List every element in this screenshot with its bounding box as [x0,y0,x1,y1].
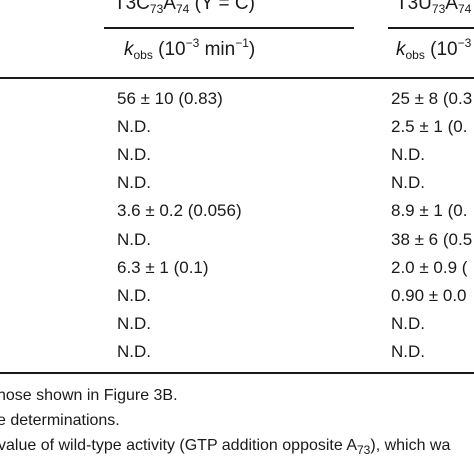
column-header-sub: 74 [175,2,190,16]
table-cell: N.D. [117,314,151,333]
column-header-mid: A [163,0,176,14]
table-cell: 8.9 ± 1 (0. [391,201,468,220]
table-cell: N.D. [117,286,151,305]
table-cell: 25 ± 8 (0.3 [391,89,473,108]
kobs-label: kobs (10−3 min−1) [124,36,256,62]
column-header-rule [104,27,354,29]
column-header-prefix: T3U [396,0,432,14]
column-header-mid: A [445,0,458,14]
column-header-prefix: T3C [114,0,150,14]
table-cell: N.D. [391,145,425,164]
column-header-suffix: (Y = C) [189,0,255,14]
table-cell: 2.0 ± 0.9 ( [391,258,468,277]
table-cell: N.D. [391,173,425,192]
table-cell: 2.5 ± 1 (0. [391,117,468,136]
table-cell: N.D. [117,145,151,164]
table-cell: N.D. [117,342,151,361]
column-header-sub: 73 [149,2,164,16]
kobs-label: kobs (10−3 min [396,36,472,62]
table-cell: N.D. [117,117,151,136]
table-cell: 56 ± 10 (0.83) [117,89,223,108]
table-cell: 6.3 ± 1 (0.1) [117,258,209,277]
column-header-sub: 73 [431,2,446,16]
footnote: hose shown in Figure 3B. [0,387,178,404]
table-cell: 0.90 ± 0.0 [391,286,467,305]
footnote: value of wild-type activity (GTP additio… [0,437,451,457]
table-cell: 3.6 ± 0.2 (0.056) [117,201,242,220]
table-cell: N.D. [391,314,425,333]
header-bottom-rule [0,77,474,79]
table-bottom-rule [0,372,474,374]
column-header-t3u73a74: T3U73A74 [396,0,471,17]
table-cell: 38 ± 6 (0.5 [391,230,473,249]
column-header-rule [388,27,474,29]
table-cell: N.D. [117,230,151,249]
column-header-sub: 74 [457,2,472,16]
column-header-t3c73a74: T3C73A74 (Y = C) [114,0,255,17]
table-cell: N.D. [391,342,425,361]
footnote: e determinations. [0,412,120,429]
table-cell: N.D. [117,173,151,192]
